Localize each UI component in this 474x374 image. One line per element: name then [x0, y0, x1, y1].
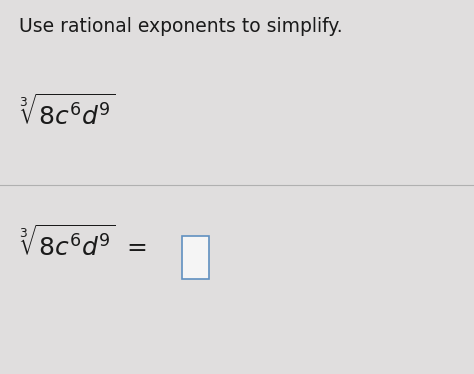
- Text: Use rational exponents to simplify.: Use rational exponents to simplify.: [19, 17, 343, 36]
- Text: $\sqrt[3]{8c^6d^9}$: $\sqrt[3]{8c^6d^9}$: [19, 94, 116, 131]
- Text: $\sqrt[3]{8c^6d^9}\ =$: $\sqrt[3]{8c^6d^9}\ =$: [19, 225, 147, 261]
- Bar: [182, 236, 209, 279]
